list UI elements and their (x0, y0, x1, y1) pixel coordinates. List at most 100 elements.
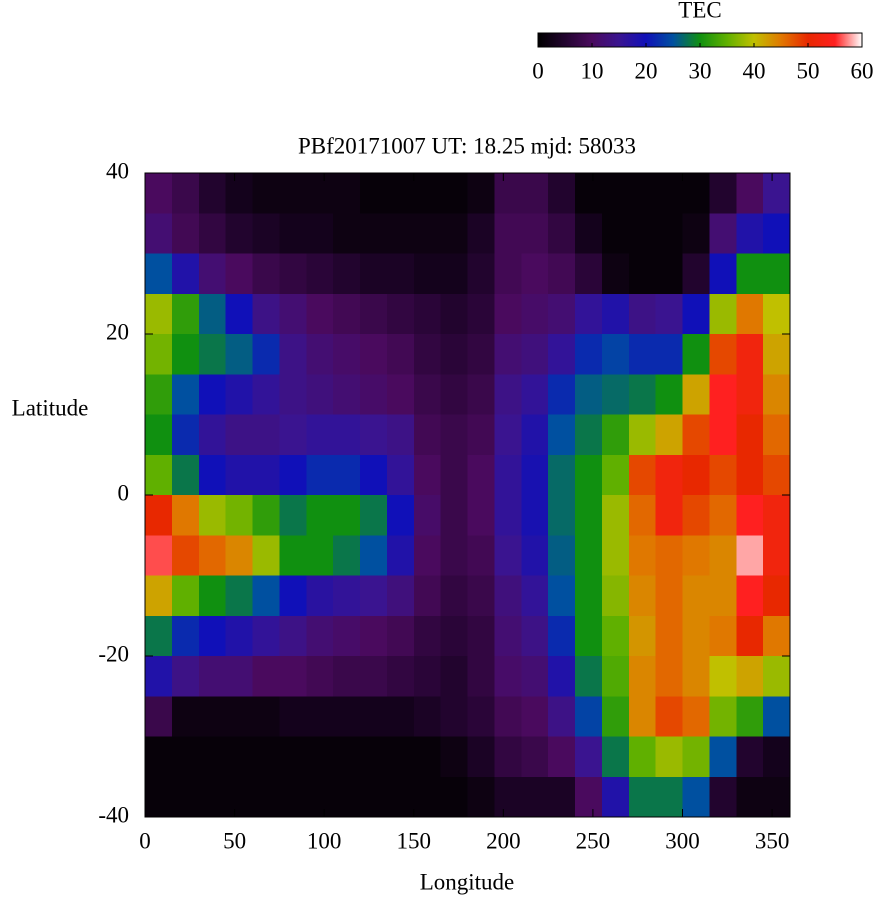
heatmap-cell (763, 776, 791, 818)
heatmap-cell (225, 575, 254, 617)
heatmap-cell (333, 293, 361, 335)
heatmap-cell (145, 575, 173, 617)
heatmap-cell (763, 173, 791, 214)
heatmap-cell (628, 173, 657, 214)
heatmap-cell (413, 293, 442, 335)
chart-title: PBf20171007 UT: 18.25 mjd: 58033 (298, 133, 636, 158)
x-tick-label: 300 (665, 828, 700, 853)
heatmap-cell (763, 293, 791, 335)
heatmap-cell (628, 374, 657, 416)
heatmap-cell (628, 213, 657, 255)
heatmap-cell (655, 535, 684, 577)
heatmap-cell (171, 575, 200, 617)
heatmap-cell (252, 736, 280, 778)
heatmap-cell (413, 374, 442, 416)
heatmap-cell (440, 495, 469, 536)
y-tick-label: -20 (98, 641, 129, 666)
colorbar-tick-label: 60 (851, 58, 874, 83)
heatmap-cell (521, 454, 549, 496)
heatmap-cell (467, 575, 495, 617)
heatmap-cell (763, 495, 791, 536)
heatmap-cell (413, 414, 442, 456)
heatmap-cell (171, 253, 200, 295)
heatmap-cell (306, 414, 334, 456)
heatmap-cell (360, 535, 388, 577)
heatmap-cell (655, 454, 684, 496)
heatmap-cell (225, 213, 254, 255)
heatmap-cell (763, 334, 791, 375)
heatmap-cell (413, 495, 442, 536)
heatmap-cell (413, 736, 442, 778)
heatmap-cell (306, 615, 334, 657)
heatmap-cell (655, 495, 684, 536)
heatmap-cell (601, 374, 630, 416)
heatmap-cell (386, 454, 415, 496)
heatmap-cell (386, 495, 415, 536)
heatmap-cell (736, 776, 764, 818)
heatmap-cell (145, 213, 173, 255)
heatmap-cell (709, 776, 737, 818)
heatmap-cell (709, 495, 737, 536)
heatmap-cell (709, 575, 737, 617)
heatmap-cell (467, 414, 495, 456)
x-tick-label: 350 (755, 828, 790, 853)
heatmap-cell (548, 776, 576, 818)
heatmap-cell (306, 374, 334, 416)
heatmap-cell (360, 213, 388, 255)
heatmap-cell (628, 293, 657, 335)
heatmap-cell (628, 736, 657, 778)
heatmap-cell (306, 575, 334, 617)
heatmap-cell (575, 293, 603, 335)
heatmap-cell (145, 454, 173, 496)
heatmap-cell (494, 293, 522, 335)
heatmap-cell (440, 736, 469, 778)
heatmap-cell (252, 414, 280, 456)
heatmap-cell (467, 334, 495, 375)
heatmap-cell (736, 334, 764, 375)
heatmap-cell (360, 293, 388, 335)
heatmap-cell (413, 696, 442, 738)
heatmap-cell (709, 213, 737, 255)
heatmap-cell (198, 535, 227, 577)
colorbar-tick-label: 40 (743, 58, 766, 83)
heatmap-cell (628, 414, 657, 456)
x-tick-label: 150 (397, 828, 432, 853)
heatmap-cell (360, 776, 388, 818)
heatmap-cell (440, 213, 469, 255)
heatmap-cell (440, 696, 469, 738)
heatmap-cell (279, 213, 307, 255)
heatmap-cell (279, 173, 307, 214)
heatmap-cell (467, 656, 495, 697)
heatmap-cell (521, 495, 549, 536)
heatmap-cell (252, 535, 280, 577)
heatmap-cell (252, 374, 280, 416)
heatmap-cell (145, 374, 173, 416)
heatmap-cell (601, 575, 630, 617)
heatmap-cell (360, 615, 388, 657)
heatmap-cell (548, 334, 576, 375)
heatmap-cell (575, 253, 603, 295)
heatmap-cell (548, 374, 576, 416)
heatmap-cell (413, 454, 442, 496)
heatmap-cell (306, 253, 334, 295)
heatmap-cell (252, 334, 280, 375)
heatmap-cell (333, 414, 361, 456)
heatmap-cell (333, 535, 361, 577)
heatmap-cell (225, 414, 254, 456)
heatmap-cell (494, 656, 522, 697)
heatmap-cell (763, 575, 791, 617)
heatmap-cell (601, 776, 630, 818)
heatmap-cell (682, 414, 710, 456)
heatmap-cell (575, 495, 603, 536)
heatmap-cell (413, 253, 442, 295)
heatmap-cell (682, 696, 710, 738)
heatmap-cell (386, 656, 415, 697)
heatmap-cell (601, 293, 630, 335)
heatmap-cell (145, 414, 173, 456)
heatmap-cell (601, 173, 630, 214)
heatmap-cell (521, 173, 549, 214)
heatmap-cell (736, 535, 764, 577)
heatmap-cell (225, 615, 254, 657)
heatmap-cell (467, 213, 495, 255)
